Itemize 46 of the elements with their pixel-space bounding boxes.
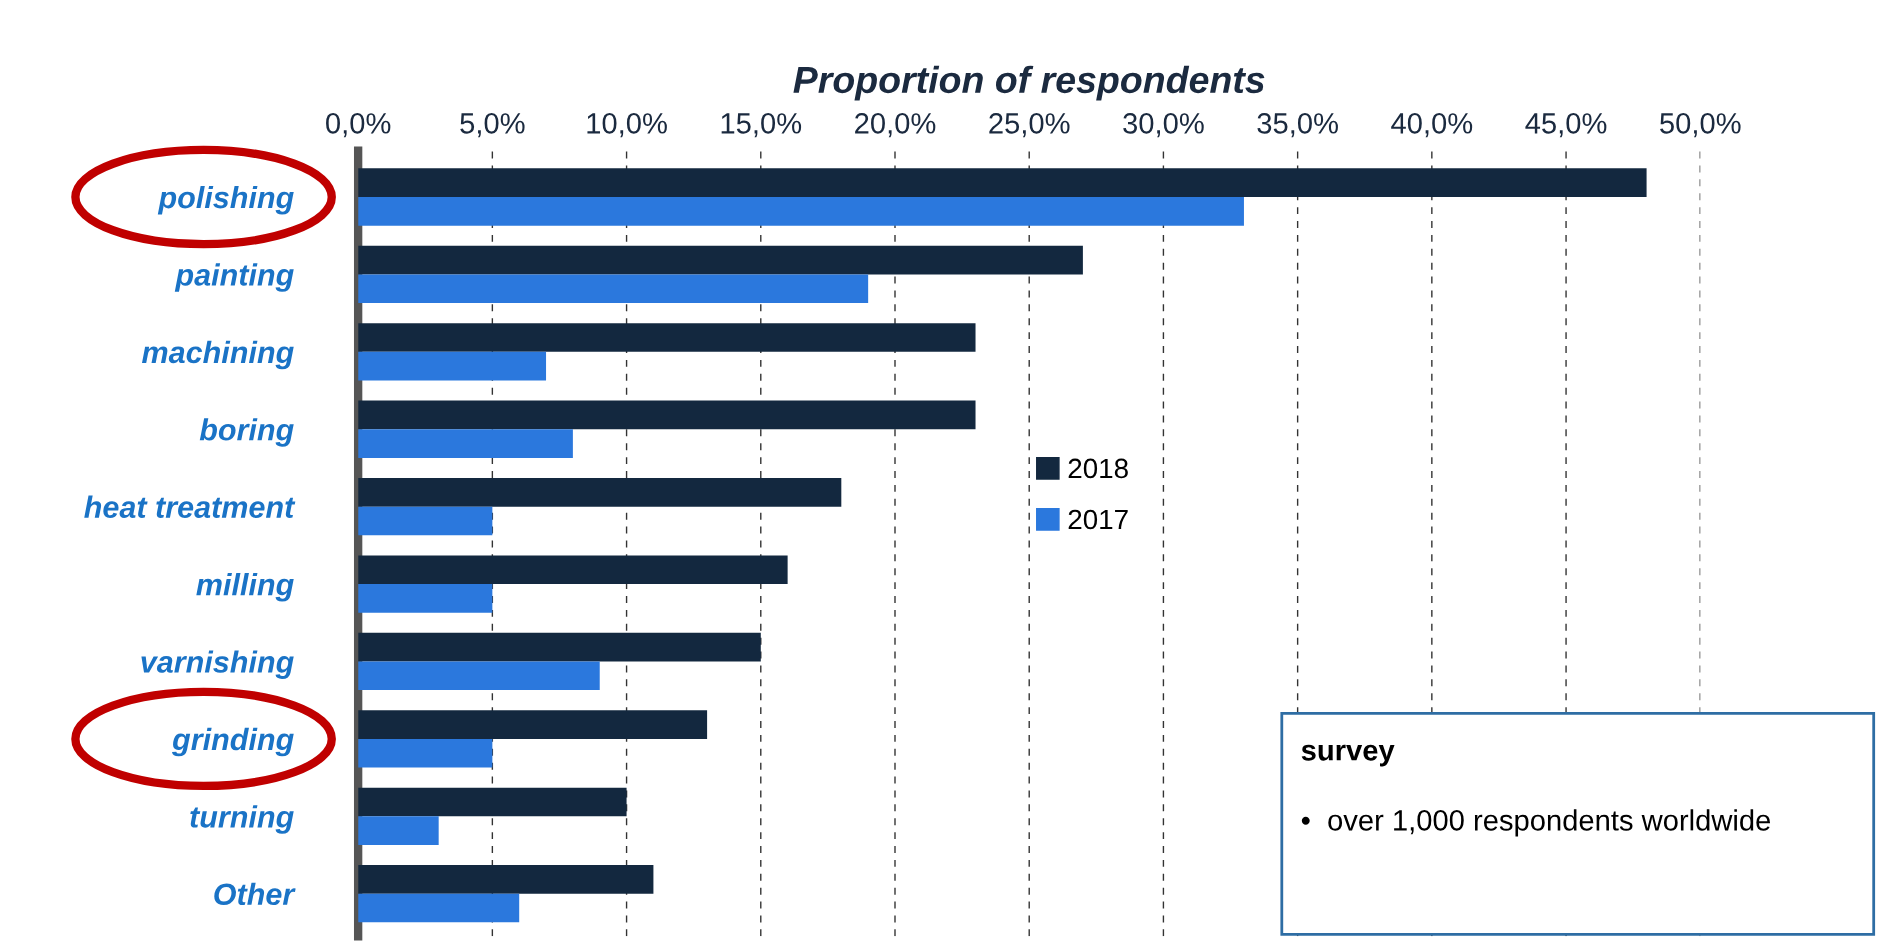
y-tick-label: milling [196, 573, 294, 602]
x-tick-label: 0,0% [326, 113, 391, 138]
bar [358, 429, 573, 458]
bar [358, 274, 869, 304]
bar [358, 738, 493, 768]
bar [358, 661, 600, 691]
y-tick-label: varnishing [141, 650, 294, 679]
bar [358, 323, 976, 352]
bar [358, 893, 520, 923]
legend-label: 2017 [1068, 509, 1128, 530]
y-tick-label: heat treatment [84, 495, 296, 519]
bar [358, 245, 1083, 275]
x-tick-label: 5,0% [460, 113, 525, 138]
x-tick-label: 35,0% [1257, 113, 1338, 138]
y-tick-label: painting [174, 263, 294, 292]
x-tick-label: 10,0% [587, 113, 667, 138]
y-tick-label: polishing [157, 185, 294, 215]
bar [358, 865, 654, 894]
y-tick-label: boring [199, 418, 294, 447]
x-tick-label: 50,0% [1660, 113, 1741, 138]
x-tick-label: 25,0% [989, 113, 1070, 138]
bar [358, 816, 439, 845]
x-tick-label: 45,0% [1525, 113, 1607, 138]
annotation: survey [1301, 744, 1395, 767]
bar [358, 632, 761, 662]
bar [358, 478, 842, 507]
annotation: • over 1,000 respondents worldwide [1301, 809, 1771, 837]
x-tick-label: 30,0% [1123, 113, 1204, 138]
legend-label: 2018 [1068, 458, 1128, 479]
bar [358, 197, 1244, 226]
bar [358, 584, 493, 613]
y-tick-label: machining [142, 340, 294, 370]
y-tick-label: grinding [171, 727, 294, 757]
bar [358, 555, 788, 585]
x-tick-label: 15,0% [721, 113, 802, 138]
x-tick-label: 20,0% [855, 113, 936, 138]
bar [358, 710, 708, 739]
bar [358, 351, 547, 381]
bar [358, 787, 627, 817]
bar [358, 168, 1647, 198]
x-tick-label: 40,0% [1391, 113, 1473, 138]
bar [358, 400, 976, 430]
y-tick-label: turning [190, 805, 294, 834]
bar [358, 506, 493, 536]
y-tick-label: Other [214, 882, 296, 906]
x-axis-title: Proportion of respondents [793, 65, 1265, 101]
